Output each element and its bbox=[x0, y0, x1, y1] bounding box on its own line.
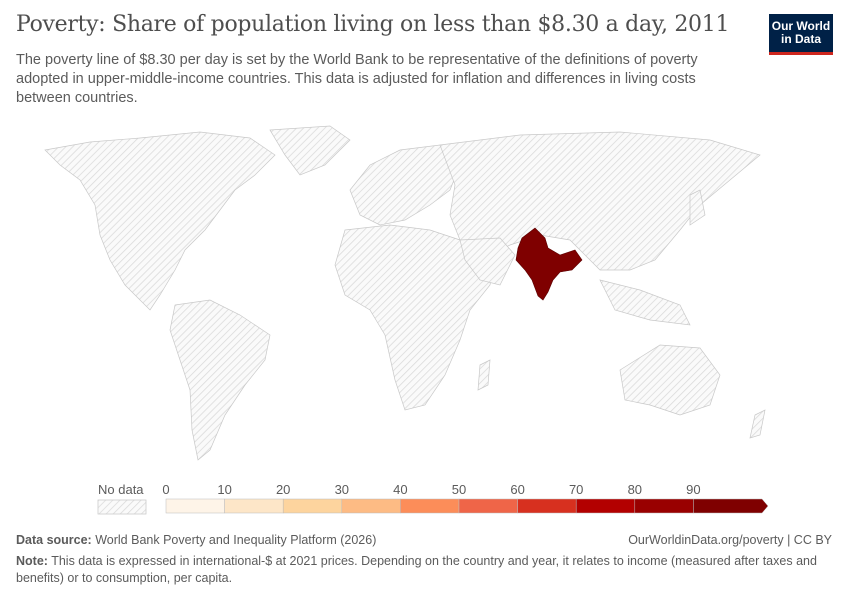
legend-bin[interactable] bbox=[458, 498, 518, 514]
owid-logo[interactable]: Our World in Data bbox=[769, 14, 833, 55]
country-india[interactable] bbox=[515, 227, 583, 301]
south-america[interactable] bbox=[169, 299, 271, 461]
australia[interactable] bbox=[619, 344, 721, 416]
new-zealand[interactable] bbox=[749, 409, 766, 439]
europe[interactable] bbox=[349, 144, 461, 226]
legend-tick-label: 20 bbox=[276, 482, 290, 497]
southeast-asia[interactable] bbox=[599, 279, 691, 326]
greenland[interactable] bbox=[269, 125, 351, 176]
chart-subtitle: The poverty line of $8.30 per day is set… bbox=[16, 52, 698, 106]
legend-tick-label: 10 bbox=[217, 482, 231, 497]
legend-tick-label: 40 bbox=[393, 482, 407, 497]
data-source: Data source: World Bank Poverty and Ineq… bbox=[16, 533, 377, 547]
legend-bin[interactable] bbox=[224, 498, 284, 514]
chart-title: Poverty: Share of population living on l… bbox=[16, 12, 730, 37]
legend-tick-label: 70 bbox=[569, 482, 583, 497]
legend-tick-label: 0 bbox=[162, 482, 169, 497]
source-url[interactable]: OurWorldinData.org/poverty | CC BY bbox=[628, 533, 832, 547]
legend-bin[interactable] bbox=[575, 498, 636, 514]
legend-no-data-swatch bbox=[97, 499, 147, 515]
legend-tick-label: 30 bbox=[335, 482, 349, 497]
legend-bin[interactable] bbox=[282, 498, 343, 514]
legend-no-data-label: No data bbox=[98, 482, 144, 497]
north-america[interactable] bbox=[44, 131, 276, 311]
legend-tick-label: 60 bbox=[510, 482, 524, 497]
legend-bin[interactable] bbox=[165, 498, 225, 514]
madagascar[interactable] bbox=[477, 359, 491, 391]
note: Note: This data is expressed in internat… bbox=[16, 554, 817, 585]
middle-east[interactable] bbox=[459, 237, 516, 286]
legend-tick-label: 50 bbox=[452, 482, 466, 497]
japan[interactable] bbox=[689, 189, 706, 226]
world-map bbox=[44, 125, 766, 461]
legend-bin[interactable] bbox=[517, 498, 577, 514]
legend-tick-label: 80 bbox=[628, 482, 642, 497]
africa[interactable] bbox=[334, 224, 496, 411]
legend-tick-label: 90 bbox=[686, 482, 700, 497]
legend-bin[interactable] bbox=[400, 498, 460, 514]
legend-bin[interactable] bbox=[693, 498, 769, 514]
legend-bin[interactable] bbox=[634, 498, 694, 514]
legend-bin[interactable] bbox=[341, 498, 401, 514]
color-legend: No data 0 10 20 30 40 50 60 70 80 90 bbox=[97, 482, 769, 515]
